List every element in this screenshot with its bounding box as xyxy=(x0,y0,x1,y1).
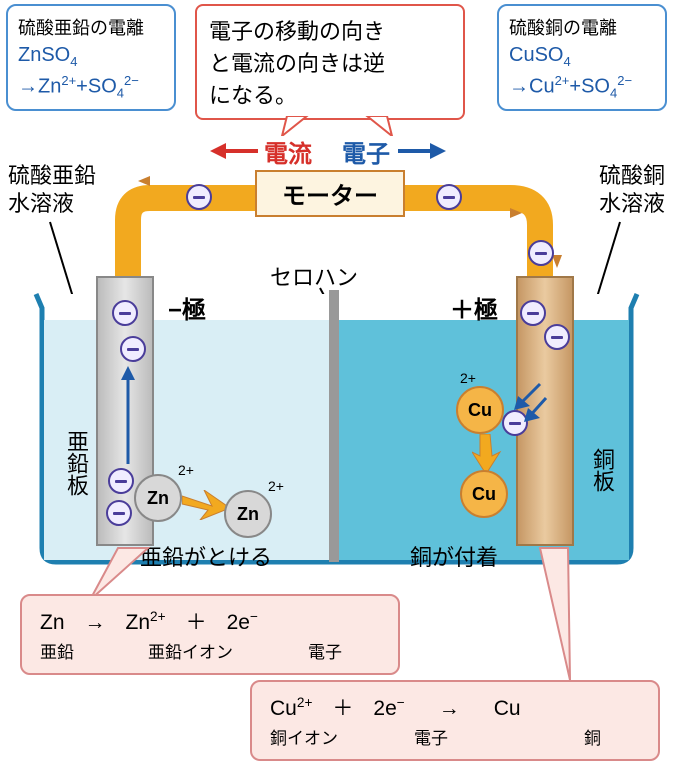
zn-reaction-labels: 亜鉛 亜鉛イオン 電子 xyxy=(40,638,380,663)
cu-reaction-box: Cu2+ ＋ 2e− → Cu 銅イオン 電子 銅 xyxy=(250,680,660,761)
cu-reaction-formula: Cu2+ ＋ 2e− → Cu xyxy=(270,692,640,722)
zn-reaction-box: Zn → Zn2+ ＋ 2e− 亜鉛 亜鉛イオン 電子 xyxy=(20,594,400,675)
zn-reaction-formula: Zn → Zn2+ ＋ 2e− xyxy=(40,606,380,636)
cu-reaction-labels: 銅イオン 電子 銅 xyxy=(270,724,640,749)
